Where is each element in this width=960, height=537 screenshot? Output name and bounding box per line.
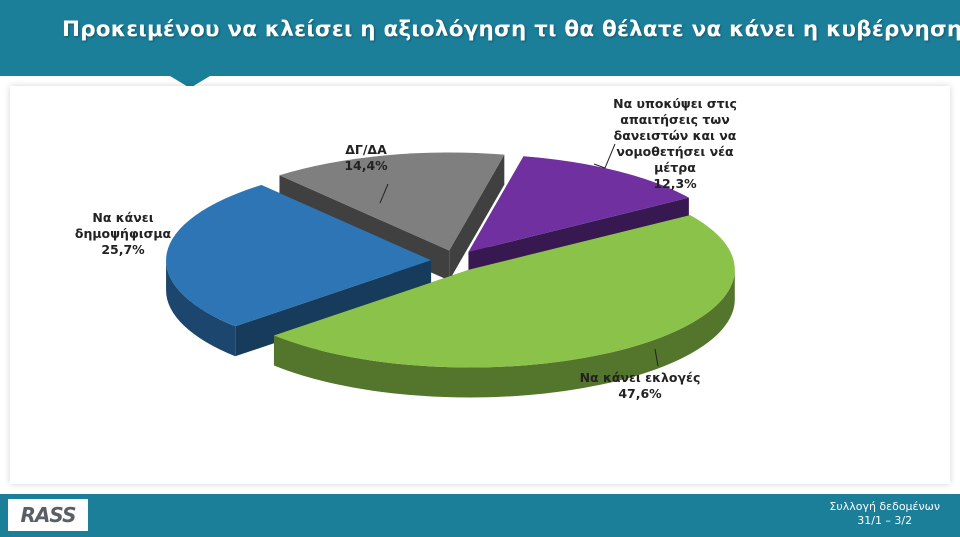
slice-label-1: Να υποκύψει στις απαιτήσεις των δανειστών … bbox=[613, 96, 737, 191]
leader-line-1 bbox=[593, 143, 616, 169]
logo-text: RASS bbox=[20, 503, 77, 527]
slice-label-3: Να κάνει δημοψήφισμα 25,7% bbox=[75, 210, 172, 257]
data-collection-dates: 31/1 – 3/2 bbox=[857, 514, 913, 527]
rass-logo: RASS bbox=[8, 499, 88, 531]
header-pointer bbox=[170, 76, 210, 88]
leader-line-4 bbox=[379, 183, 389, 204]
slice-label-2: Να κάνει εκλογές 47,6% bbox=[580, 370, 701, 401]
data-collection-label: Συλλογή δεδομένων bbox=[829, 500, 940, 513]
pie-slice-2 bbox=[273, 215, 735, 398]
header-bar: Προκειμένου να κλείσει η αξιολόγηση τι θ… bbox=[0, 0, 960, 76]
leader-line-2 bbox=[654, 348, 659, 367]
data-collection-note: Συλλογή δεδομένων 31/1 – 3/2 bbox=[829, 500, 940, 528]
footer-bar: RASS Συλλογή δεδομένων 31/1 – 3/2 bbox=[0, 494, 960, 537]
pie-chart: Να υποκύψει στις απαιτήσεις των δανειστών … bbox=[75, 96, 737, 401]
page-title: Προκειμένου να κλείσει η αξιολόγηση τι θ… bbox=[62, 17, 960, 42]
slice-label-4: ΔΓ/ΔΑ 14,4% bbox=[344, 142, 388, 173]
chart-card: Να υποκύψει στις απαιτήσεις των δανειστών … bbox=[10, 86, 950, 484]
